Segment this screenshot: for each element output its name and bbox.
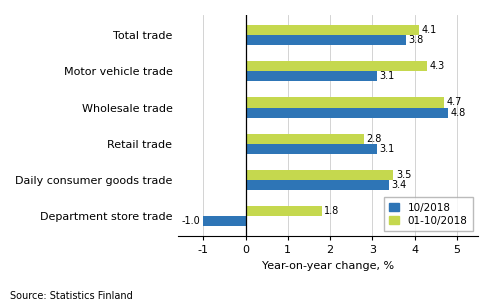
Text: Source: Statistics Finland: Source: Statistics Finland [10,291,133,301]
Text: 4.3: 4.3 [430,61,445,71]
Bar [246,133,364,144]
Bar [246,170,393,180]
Bar [246,25,419,35]
Bar [246,144,377,154]
Text: 3.1: 3.1 [379,71,394,81]
Text: 3.8: 3.8 [409,35,424,45]
Text: 4.7: 4.7 [447,98,462,107]
Bar [246,108,449,118]
Text: 3.4: 3.4 [392,180,407,190]
Bar [246,180,389,190]
X-axis label: Year-on-year change, %: Year-on-year change, % [262,261,394,271]
Bar [203,216,246,226]
Text: 4.8: 4.8 [451,108,466,118]
Bar [246,35,406,45]
Text: -1.0: -1.0 [182,216,201,226]
Text: 1.8: 1.8 [324,206,339,216]
Bar [246,71,377,81]
Legend: 10/2018, 01-10/2018: 10/2018, 01-10/2018 [384,197,473,231]
Text: 3.1: 3.1 [379,144,394,154]
Text: 4.1: 4.1 [422,25,437,35]
Bar [246,61,427,71]
Text: 3.5: 3.5 [396,170,411,180]
Bar [246,206,321,216]
Text: 2.8: 2.8 [366,133,382,143]
Bar [246,97,444,108]
